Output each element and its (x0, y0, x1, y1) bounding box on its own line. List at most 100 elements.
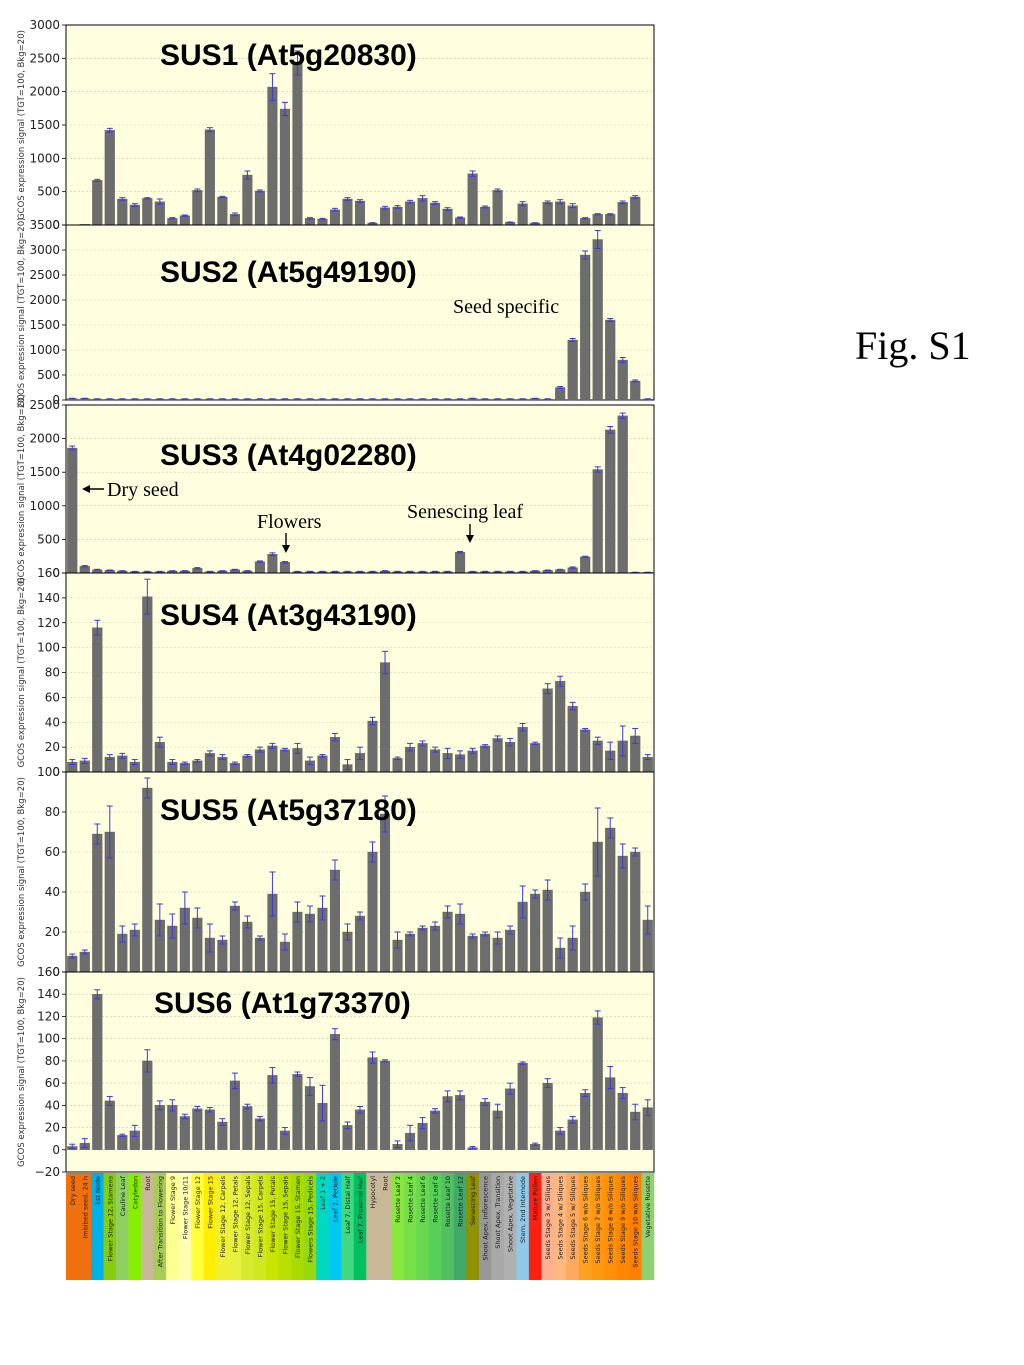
category-label: Cauline Leaf (119, 1175, 127, 1216)
bar-flower-stage-12-stamens (104, 1100, 115, 1150)
bar-seeds-stage-7-w-o-siliques (592, 469, 603, 574)
bar-flower-stage-12 (192, 190, 203, 226)
bar-1st-node (92, 180, 103, 226)
category-swatch (578, 1173, 592, 1280)
bar-flower-stage-10-11 (179, 1116, 190, 1150)
bar-rosette-leaf-6 (417, 927, 428, 973)
category-swatch (303, 1173, 317, 1280)
bar-flowers-stage-15-pedicels (304, 913, 315, 973)
bar-flower-stage-12-carpels (217, 939, 228, 973)
bar-seeds-stage-8-w-o-siliques (605, 214, 616, 226)
bar-flower-stage-15-carpels (254, 1118, 265, 1150)
bar-rosette-leaf-6 (417, 743, 428, 773)
category-swatch (453, 1173, 467, 1280)
bar-seeds-stage-3-w-siliques (542, 1082, 553, 1150)
bar-shoot-apex-inflorescence (480, 933, 491, 973)
category-label: Flower Stage 12, Stamens (106, 1175, 114, 1261)
bar-hypocotyl (367, 851, 378, 973)
bar-after-transition-to-flowering (154, 1105, 165, 1150)
y-axis-label: GCOS expression signal (TGT=100, Bkg=20) (17, 394, 27, 584)
y-tick-label: 500 (37, 532, 60, 546)
category-swatch (428, 1173, 442, 1280)
panel-title: SUS1 (At5g20830) (160, 39, 417, 72)
y-tick-label: 1000 (29, 343, 60, 357)
chart-panel-6: −20 0 20 40 60 80 100 120 140 160 GCOS expression … (17, 965, 655, 1179)
bar-rosette-leaf-8 (430, 925, 441, 973)
category-swatch (441, 1173, 455, 1280)
y-tick-label: 60 (45, 845, 60, 859)
category-label: Root (144, 1176, 152, 1191)
y-tick-label: 100 (37, 1032, 60, 1046)
category-swatch (328, 1173, 342, 1280)
bar-after-transition-to-flowering (154, 201, 165, 226)
seed-specific-annotation: Seed specific (453, 296, 559, 318)
category-swatch (91, 1173, 104, 1280)
bar-flower-stage-12-carpels (217, 1121, 228, 1150)
category-label: Leaf 7, Proximal Half (357, 1175, 365, 1243)
category-label: Rosette Leaf 10 (444, 1176, 452, 1227)
bar-dry-seed (67, 447, 78, 574)
category-swatch (566, 1173, 580, 1280)
plot-area (65, 404, 655, 574)
category-label: Flower Stage 15, Petals (269, 1175, 277, 1252)
y-tick-label: 160 (37, 566, 60, 580)
bar-rosette-leaf-2 (392, 206, 403, 226)
bar-flower-stage-12-sepals (242, 921, 253, 973)
bar-stem-2nd-internode (517, 203, 528, 226)
bar-hypocotyl (367, 720, 378, 773)
y-tick-label: 100 (37, 641, 60, 655)
bar-flower-stage-12-sepals (242, 755, 253, 773)
bar-seeds-stage-9-w-o-siliques (617, 1092, 628, 1150)
flowers-arrowhead (282, 545, 290, 553)
y-tick-label: 140 (37, 591, 60, 605)
y-axis-label: GCOS expression signal (TGT=100, Bkg=20) (17, 218, 27, 408)
category-label: Flower Stage 15, Sepals (281, 1175, 289, 1254)
category-label: Flower Stage 9 (169, 1176, 177, 1225)
category-swatch (466, 1173, 480, 1280)
bar-flower-stage-12 (192, 1108, 203, 1150)
y-tick-label: 1500 (29, 318, 60, 332)
category-label: Flower Stage 15, Carpels (256, 1175, 264, 1257)
category-swatch (178, 1173, 192, 1280)
category-swatch (253, 1173, 267, 1280)
category-label: Shoot Apex, Vegetative (507, 1176, 515, 1252)
category-swatch (153, 1173, 167, 1280)
category-label: Seeds Stage 5 w/ Siliques (569, 1175, 577, 1259)
category-label: Leaf 7, Distal Half (344, 1175, 352, 1233)
category-label: Shoot Apex, Inflorescence (482, 1176, 490, 1261)
bar-cauline-leaf (117, 1135, 128, 1150)
category-label: Stem, 2nd Internode (519, 1176, 527, 1243)
category-label: Rosette Leaf 8 (432, 1176, 440, 1223)
y-tick-label: 3000 (29, 18, 60, 32)
bar-seeds-stage-3-w-siliques (542, 889, 553, 973)
category-swatch (316, 1173, 330, 1280)
category-swatch (628, 1173, 642, 1280)
category-label: Senescing Leaf (469, 1175, 477, 1225)
y-tick-label: 100 (37, 765, 60, 779)
bar-flower-stage-15-carpels (254, 749, 265, 773)
y-axis-label: GCOS expression signal (TGT=100, Bkg=20) (17, 578, 27, 768)
bar-seeds-stage-4-w-siliques (555, 201, 566, 226)
category-swatch (353, 1173, 367, 1280)
bar-flower-stage-9 (167, 1105, 178, 1150)
bar-mature-pollen (530, 893, 541, 973)
bar-shoot-apex-inflorescence (480, 1101, 491, 1150)
category-label: Leaf 7, Petiole (331, 1176, 339, 1222)
bar-seeds-stage-9-w-o-siliques (617, 415, 628, 574)
bar-seeds-stage-5-w-siliques (567, 339, 578, 401)
y-tick-label: 2500 (29, 268, 60, 282)
y-tick-label: 80 (45, 666, 60, 680)
bar-imbibed-seed-24-h (79, 951, 90, 973)
bar-flower-stage-15-petals (267, 86, 278, 226)
category-label: Seeds Stage 3 w/ Siliques (544, 1175, 552, 1259)
senescing-leaf-annotation: Senescing leaf (407, 501, 523, 523)
category-label: Rosette Leaf 12 (457, 1176, 465, 1227)
category-label: Mature Pollen (532, 1176, 540, 1220)
category-label: Rosette Leaf 4 (407, 1176, 415, 1223)
bar-flower-stage-12-petals (229, 905, 240, 973)
bar-flower-stage-15-stamen (292, 62, 303, 226)
bar-rosette-leaf-10 (442, 911, 453, 973)
